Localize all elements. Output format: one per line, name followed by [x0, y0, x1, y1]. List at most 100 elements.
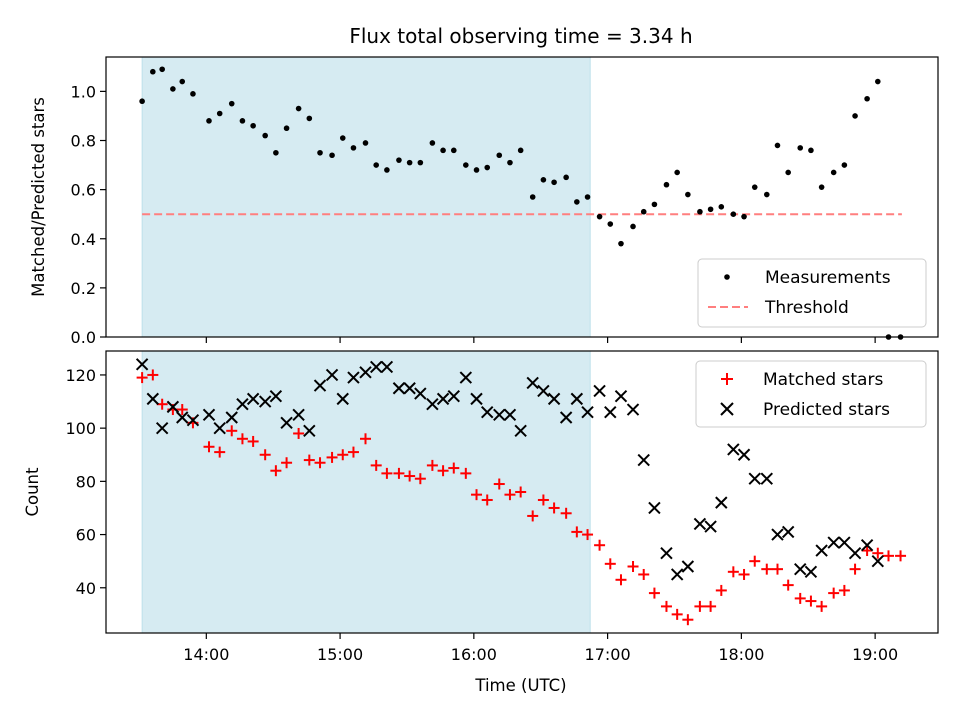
predicted-star-point — [380, 360, 394, 374]
matched-star-point — [828, 587, 840, 599]
x-tick-label: 15:00 — [317, 645, 363, 664]
matched-star-point — [414, 473, 426, 485]
predicted-star-point — [426, 398, 439, 411]
measurement-point — [417, 159, 424, 166]
matched-star-point — [861, 545, 873, 557]
matched-star-point — [156, 398, 168, 410]
measurement-point — [473, 167, 480, 173]
matched-star-point — [895, 550, 907, 562]
predicted-star-point — [559, 411, 573, 424]
y-tick-label: 120 — [65, 366, 96, 385]
matched-star-point — [738, 568, 750, 580]
measurement-point — [484, 164, 491, 171]
measurement-point — [306, 115, 313, 122]
predicted-star-point — [459, 371, 473, 384]
matched-star-point — [548, 502, 560, 514]
measurement-point — [540, 177, 547, 183]
y-tick-label: 0.8 — [71, 132, 96, 151]
measurement-point — [206, 118, 212, 124]
legend-matched-marker — [721, 373, 733, 385]
measurement-point — [808, 147, 814, 154]
matched-star-point — [448, 462, 460, 474]
matched-star-point — [426, 459, 438, 471]
measurement-point — [864, 95, 870, 102]
predicted-star-point — [526, 376, 539, 390]
predicted-star-point — [727, 443, 740, 456]
predicted-star-point — [392, 382, 406, 395]
predicted-star-point — [715, 496, 728, 509]
measurement-point — [763, 191, 770, 198]
predicted-star-point — [186, 413, 200, 427]
measurement-point — [228, 100, 235, 107]
matched-star-point — [805, 595, 817, 607]
chart-title: Flux total observing time = 3.34 h — [349, 24, 692, 48]
top-x-ticks — [205, 337, 876, 343]
bottom-y-axis-label: Count — [23, 467, 42, 517]
measurement-point — [150, 68, 156, 75]
matched-star-point — [281, 457, 293, 469]
predicted-star-point — [303, 424, 316, 438]
predicted-star-point — [176, 411, 189, 424]
measurement-point — [730, 211, 737, 217]
bottom-x-axis-label: Time (UTC) — [474, 676, 566, 695]
matched-star-point — [682, 614, 694, 626]
predicted-star-point — [537, 384, 550, 398]
matched-star-point — [293, 427, 305, 439]
matched-star-point — [594, 539, 606, 551]
matched-star-point — [404, 470, 416, 482]
predicted-star-point — [403, 382, 416, 395]
measurement-point — [697, 208, 703, 215]
bottom-axes-frame — [105, 350, 939, 634]
measurement-point — [406, 159, 413, 166]
predicted-star-point — [827, 536, 840, 549]
legend-predicted-marker — [720, 402, 734, 416]
measurement-point — [170, 86, 176, 92]
measurement-point — [630, 223, 636, 230]
bottom-series — [135, 358, 907, 626]
measurement-point — [440, 147, 446, 154]
matched-star-point — [749, 555, 761, 567]
predicted-star-point — [325, 368, 339, 382]
predicted-star-point — [781, 525, 795, 539]
predicted-star-point — [626, 403, 640, 416]
matched-star-point — [627, 560, 639, 572]
measurement-point — [362, 140, 369, 146]
predicted-star-point — [693, 517, 707, 531]
matched-star-point — [176, 404, 188, 416]
matched-star-point — [638, 568, 650, 580]
predicted-star-point — [146, 392, 160, 406]
predicted-star-point — [269, 390, 283, 403]
predicted-star-point — [760, 472, 773, 485]
measurement-point — [329, 152, 335, 159]
predicted-star-point — [447, 390, 460, 403]
matched-star-point — [347, 446, 359, 458]
matched-star-point — [582, 529, 594, 541]
matched-star-point — [537, 494, 549, 506]
predicted-star-point — [748, 472, 761, 485]
top-y-axis-label: Matched/Predicted stars — [29, 97, 48, 297]
predicted-star-point — [771, 528, 784, 541]
predicted-star-point — [794, 562, 807, 576]
predicted-star-point — [593, 384, 606, 398]
measurement-point — [707, 206, 714, 213]
predicted-star-point — [660, 546, 673, 560]
bottom-panel: 40 60 80 100 120 14:00 15:00 16:00 17:00 18:00 19… — [23, 350, 939, 695]
measurement-point — [295, 105, 302, 112]
matched-star-point — [515, 486, 527, 498]
x-tick-label: 17:00 — [585, 645, 631, 664]
bottom-legend: Matched stars Predicted stars — [695, 360, 927, 428]
measurement-point — [741, 213, 747, 220]
predicted-star-point — [359, 366, 372, 379]
measurement-point — [718, 204, 725, 210]
matched-star-point — [314, 457, 326, 469]
matched-star-point — [337, 449, 349, 461]
matched-star-point — [794, 592, 806, 604]
measurement-point — [517, 147, 524, 154]
measurement-point — [841, 162, 848, 168]
predicted-star-point — [166, 400, 180, 414]
measurement-point — [273, 149, 279, 156]
predicted-star-point — [213, 421, 226, 435]
matched-star-point — [493, 478, 505, 490]
matched-star-point — [527, 510, 539, 522]
measurement-point — [450, 147, 457, 154]
